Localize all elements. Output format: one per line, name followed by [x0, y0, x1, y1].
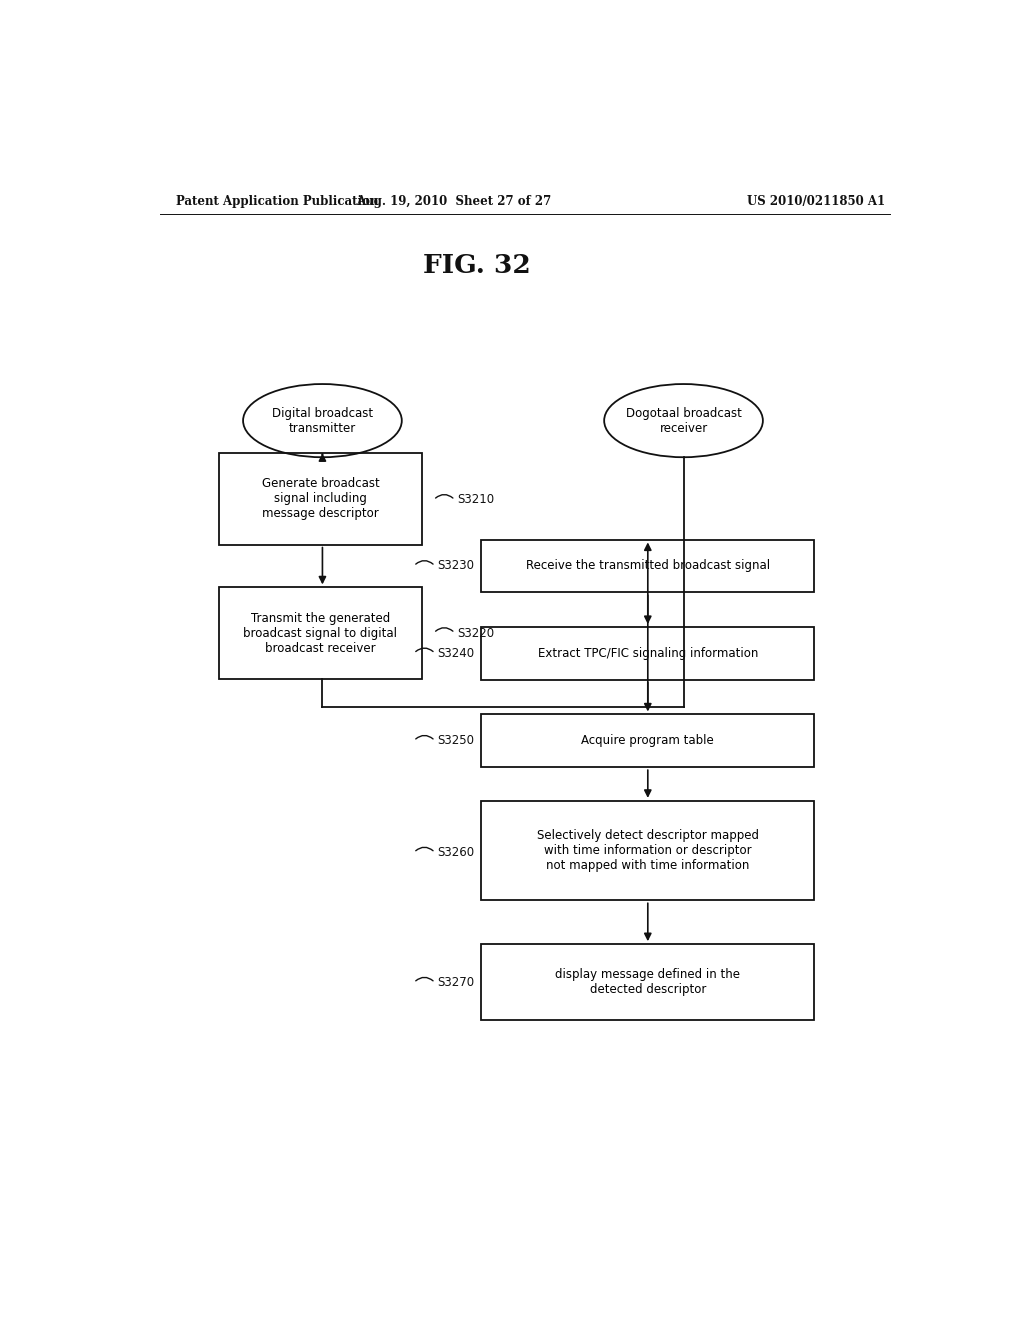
Text: S3210: S3210	[458, 494, 495, 507]
Text: Extract TPC/FIC signaling information: Extract TPC/FIC signaling information	[538, 647, 758, 660]
Text: Digital broadcast
transmitter: Digital broadcast transmitter	[271, 407, 373, 434]
Text: Aug. 19, 2010  Sheet 27 of 27: Aug. 19, 2010 Sheet 27 of 27	[355, 194, 551, 207]
Text: Patent Application Publication: Patent Application Publication	[176, 194, 378, 207]
Bar	[219, 587, 422, 678]
Text: Acquire program table: Acquire program table	[582, 734, 714, 747]
Text: display message defined in the
detected descriptor: display message defined in the detected …	[555, 968, 740, 997]
Text: S3260: S3260	[437, 846, 475, 859]
Text: Selectively detect descriptor mapped
with time information or descriptor
not map: Selectively detect descriptor mapped wit…	[537, 829, 759, 873]
Text: US 2010/0211850 A1: US 2010/0211850 A1	[748, 194, 885, 207]
Text: Dogotaal broadcast
receiver: Dogotaal broadcast receiver	[626, 407, 741, 434]
Text: Transmit the generated
broadcast signal to digital
broadcast receiver: Transmit the generated broadcast signal …	[244, 611, 397, 655]
Text: FIG. 32: FIG. 32	[423, 252, 531, 277]
Text: Generate broadcast
signal including
message descriptor: Generate broadcast signal including mess…	[261, 478, 379, 520]
Text: S3240: S3240	[437, 647, 475, 660]
Bar	[481, 801, 814, 900]
Bar	[481, 540, 814, 593]
Text: S3230: S3230	[437, 560, 474, 573]
Text: S3250: S3250	[437, 734, 474, 747]
Text: S3220: S3220	[458, 627, 495, 640]
Bar	[481, 627, 814, 680]
Bar	[219, 453, 422, 545]
Text: S3270: S3270	[437, 977, 475, 989]
Bar	[481, 714, 814, 767]
Text: Receive the transmitted broadcast signal: Receive the transmitted broadcast signal	[525, 560, 770, 573]
Bar	[481, 944, 814, 1020]
